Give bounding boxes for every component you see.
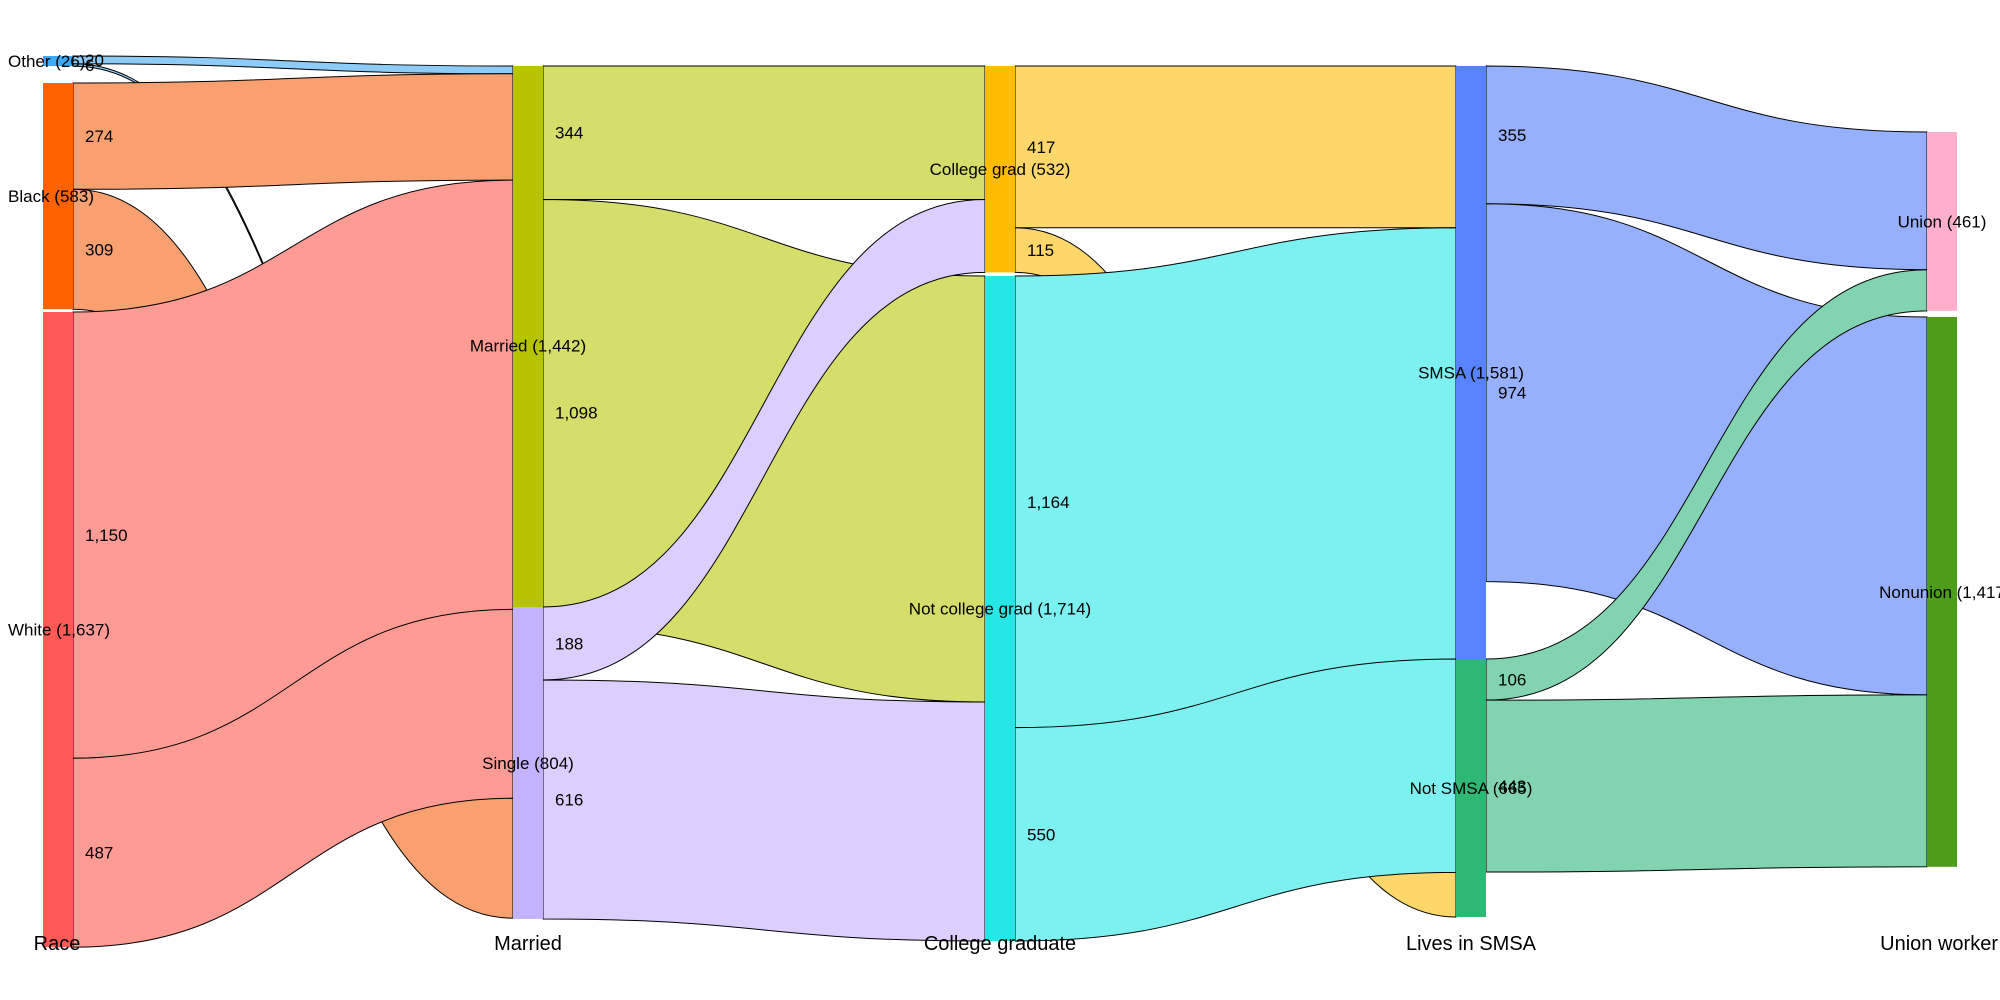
axis-label-race: Race	[34, 933, 81, 955]
axis-label-college-graduate: College graduate	[924, 933, 1076, 955]
flow-notsmsa-to-nonunion	[1485, 694, 1928, 873]
flow-other-to-married	[72, 55, 514, 75]
flow-married-to-college	[542, 65, 986, 200]
flow-notcollege-to-smsa	[1014, 227, 1457, 729]
axis-label-union-worker: Union worker	[1880, 933, 1998, 955]
node-black	[43, 83, 73, 310]
node-notsmsa	[1456, 659, 1486, 918]
node-label-union: Union (461)	[1898, 212, 1987, 231]
node-notcollege	[985, 276, 1015, 942]
flow-college-to-smsa	[1014, 65, 1457, 229]
flows-layer	[72, 55, 1928, 948]
node-smsa	[1456, 66, 1486, 680]
flow-label-black-to-single: 309	[85, 240, 113, 259]
flow-label-smsa-to-nonunion: 974	[1498, 384, 1526, 403]
flow-black-to-married	[72, 73, 514, 190]
labels-layer: 206 274 309 1,150 487 344 1,098 188 616 417 115 1,1…	[8, 51, 2000, 863]
flow-notsmsa-to-union	[1485, 269, 1928, 701]
node-label-notcollege: Not college grad (1,714)	[909, 600, 1091, 619]
node-college	[985, 66, 1015, 273]
node-nonunion	[1927, 317, 1957, 867]
node-label-college: College grad (532)	[930, 160, 1071, 179]
flow-label-college-to-smsa: 417	[1027, 138, 1055, 157]
node-married	[513, 66, 543, 626]
flow-label-white-to-married: 1,150	[85, 526, 128, 545]
axis-labels: Race Married College graduate Lives in SMSA…	[34, 933, 1999, 955]
flow-label-notsmsa-to-union: 106	[1498, 671, 1526, 690]
node-label-nonunion: Nonunion (1,417	[1879, 583, 2000, 602]
flow-label-notcollege-to-smsa: 1,164	[1027, 493, 1070, 512]
nodes-layer	[43, 56, 1957, 948]
flow-smsa-to-nonunion	[1485, 203, 1928, 696]
node-label-smsa: SMSA (1,581)	[1418, 364, 1524, 383]
node-other	[43, 56, 73, 67]
flow-single-to-notcollege	[542, 679, 986, 942]
flow-label-married-to-notcollege: 1,098	[555, 403, 598, 422]
node-label-single: Single (804)	[482, 754, 574, 773]
flow-label-notsmsa-to-nonunion: 443	[1498, 777, 1526, 796]
flow-label-smsa-to-union: 355	[1498, 126, 1526, 145]
flow-label-white-to-single: 487	[85, 844, 113, 863]
node-label-notsmsa: Not SMSA (665)	[1410, 779, 1533, 798]
node-label-black: Black (583)	[8, 187, 94, 206]
flow-label-other-to-single: 6	[85, 56, 94, 75]
flow-label-single-to-college: 188	[555, 634, 583, 653]
node-union	[1927, 132, 1957, 311]
flow-label-college-to-notsmsa: 115	[1027, 241, 1054, 260]
node-single	[513, 607, 543, 919]
flow-label-single-to-notcollege: 616	[555, 790, 583, 809]
flow-label-other-to-married: 20	[85, 51, 104, 70]
node-label-other: Other (26)	[8, 52, 85, 71]
flow-label-notcollege-to-notsmsa: 550	[1027, 825, 1055, 844]
flow-label-black-to-married: 274	[85, 127, 113, 146]
node-label-white: White (1,637)	[8, 621, 110, 640]
node-label-married: Married (1,442)	[470, 337, 586, 356]
node-white	[43, 312, 73, 948]
axis-label-lives-in-smsa: Lives in SMSA	[1406, 933, 1537, 955]
flow-label-married-to-college: 344	[555, 124, 583, 143]
axis-label-married: Married	[494, 933, 562, 955]
